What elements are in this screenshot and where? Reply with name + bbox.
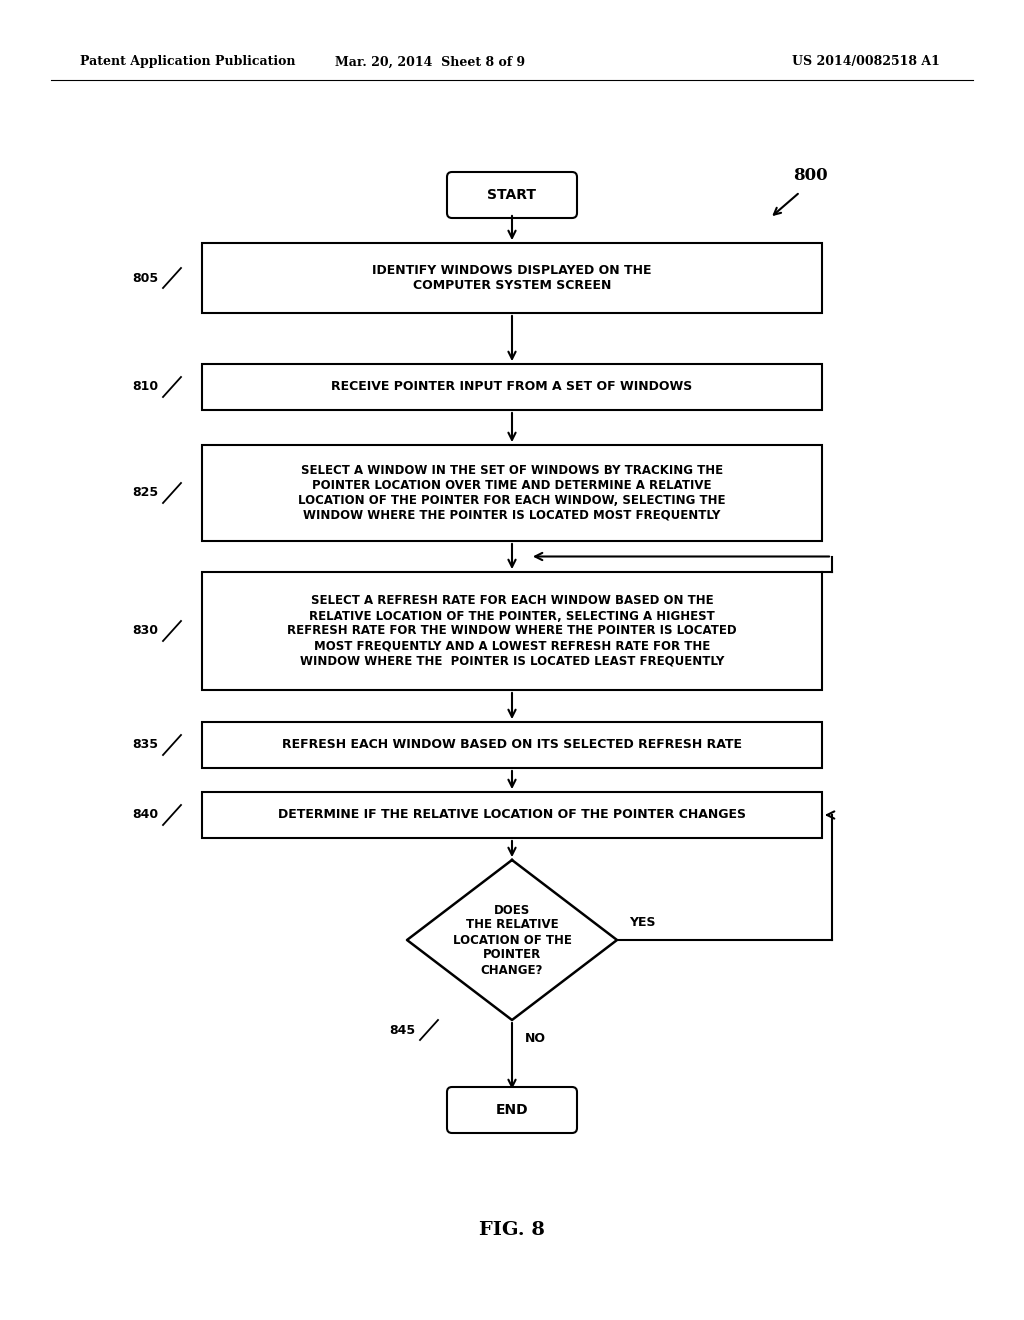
Text: NO: NO: [525, 1031, 546, 1044]
Text: YES: YES: [629, 916, 655, 928]
Text: IDENTIFY WINDOWS DISPLAYED ON THE
COMPUTER SYSTEM SCREEN: IDENTIFY WINDOWS DISPLAYED ON THE COMPUT…: [373, 264, 651, 292]
Bar: [202, 445, 822, 541]
FancyBboxPatch shape: [447, 1086, 577, 1133]
Text: 800: 800: [793, 166, 827, 183]
Text: RECEIVE POINTER INPUT FROM A SET OF WINDOWS: RECEIVE POINTER INPUT FROM A SET OF WIND…: [332, 380, 692, 393]
Text: 830: 830: [132, 624, 158, 638]
Text: 810: 810: [132, 380, 158, 393]
Text: 835: 835: [132, 738, 158, 751]
Text: DETERMINE IF THE RELATIVE LOCATION OF THE POINTER CHANGES: DETERMINE IF THE RELATIVE LOCATION OF TH…: [278, 808, 746, 821]
Bar: [202, 364, 822, 411]
Text: END: END: [496, 1104, 528, 1117]
Text: 840: 840: [132, 808, 158, 821]
Text: DOES
THE RELATIVE
LOCATION OF THE
POINTER
CHANGE?: DOES THE RELATIVE LOCATION OF THE POINTE…: [453, 903, 571, 977]
FancyBboxPatch shape: [447, 172, 577, 218]
Text: US 2014/0082518 A1: US 2014/0082518 A1: [793, 55, 940, 69]
Bar: [202, 722, 822, 768]
Text: 825: 825: [132, 487, 158, 499]
Bar: [202, 792, 822, 838]
Text: 805: 805: [132, 272, 158, 285]
Text: Patent Application Publication: Patent Application Publication: [80, 55, 296, 69]
Text: START: START: [487, 187, 537, 202]
Text: Mar. 20, 2014  Sheet 8 of 9: Mar. 20, 2014 Sheet 8 of 9: [335, 55, 525, 69]
Text: SELECT A WINDOW IN THE SET OF WINDOWS BY TRACKING THE
POINTER LOCATION OVER TIME: SELECT A WINDOW IN THE SET OF WINDOWS BY…: [298, 465, 726, 521]
Text: FIG. 8: FIG. 8: [479, 1221, 545, 1239]
Text: SELECT A REFRESH RATE FOR EACH WINDOW BASED ON THE
RELATIVE LOCATION OF THE POIN: SELECT A REFRESH RATE FOR EACH WINDOW BA…: [287, 594, 737, 668]
Text: 845: 845: [389, 1023, 415, 1036]
Text: REFRESH EACH WINDOW BASED ON ITS SELECTED REFRESH RATE: REFRESH EACH WINDOW BASED ON ITS SELECTE…: [282, 738, 742, 751]
Bar: [202, 243, 822, 313]
Bar: [202, 572, 822, 690]
